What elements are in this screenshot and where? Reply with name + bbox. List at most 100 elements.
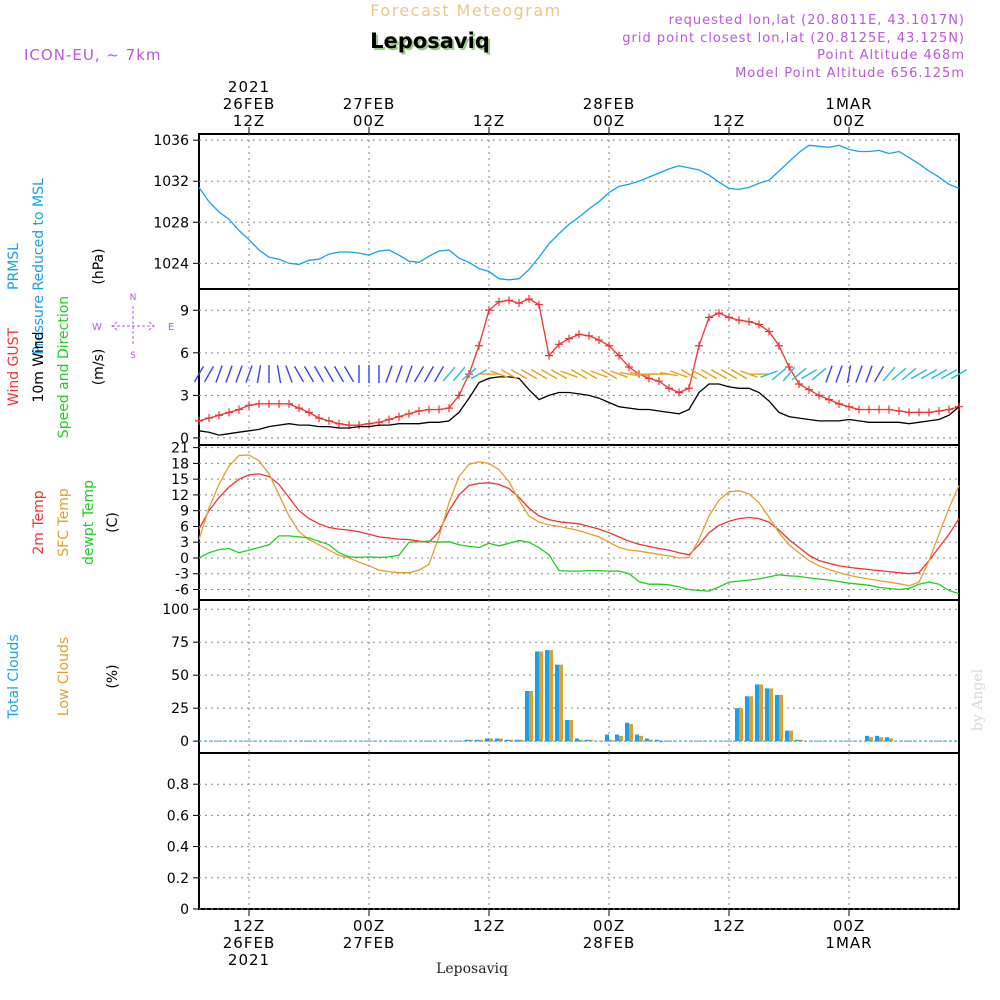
cloud-bar [559,664,563,742]
cloud-bar [495,738,499,742]
cloud-bar [755,684,759,742]
wind-direction-arrow [865,365,873,383]
gust-marker [195,416,203,425]
gust-marker [505,296,513,305]
cloud-bar [505,739,509,742]
y-tick-label: -6 [175,582,189,598]
wind-direction-arrow [771,367,787,381]
wind-direction-arrow [193,365,205,383]
gust-marker [915,408,923,417]
cloud-bar [749,696,753,742]
gust-marker [885,405,893,414]
wind-direction-arrow [470,368,488,380]
wind-direction-arrow [500,368,518,380]
wind-direction-arrow [700,368,718,380]
top-time-label: 27FEB [343,95,395,113]
compass-n-label: N [130,293,137,303]
panel-frame [198,288,960,446]
gust-marker [545,351,553,360]
cloud-bar [635,734,639,742]
panel-label: 10m Wind [31,331,47,402]
wind-direction-arrow [920,368,938,380]
cloud-bar [619,735,623,742]
cloud-bar [545,650,549,742]
cloud-bar [629,723,633,742]
bottom-time-label: 00Z [353,917,385,935]
panel-label: Speed and Direction [56,296,72,438]
gust-marker [535,300,543,309]
bottom-time-label: 12Z [473,917,505,935]
y-tick-label: 0.6 [167,808,189,824]
top-time-label: 12Z [233,112,265,130]
cloud-bar [795,739,799,742]
cloud-bar [609,739,613,742]
wind-direction-arrow [560,370,578,378]
gust-marker [745,317,753,326]
cloud-bar [735,708,739,742]
cloud-bar [745,696,749,742]
cloud-bar [585,739,589,742]
series-line [198,535,960,595]
wind-direction-arrow [323,365,335,383]
panels: 1024 1028 1032 1036 PRMSL Pressure Reduced to… [6,133,968,918]
panel-label: Low Clouds [56,637,72,716]
wind-direction-arrow [740,370,758,378]
gust-marker [415,406,423,415]
cloud-bar [875,735,879,742]
wind-direction-arrow [846,365,852,384]
gust-marker [245,401,253,410]
bottom-time-label: 1MAR [825,934,872,952]
wind-direction-arrow [395,365,403,383]
wind-direction-arrow [811,367,827,381]
wind-direction-arrow [452,366,466,382]
cloud-bar [529,691,533,742]
y-tick-label: 9 [180,303,189,319]
gust-marker [715,309,723,318]
wind-direction-arrow [405,365,413,383]
cloud-bar [525,691,529,742]
gust-marker [485,306,493,315]
wind-direction-arrow [720,368,738,380]
gust-marker [825,395,833,404]
y-tick-label: 3 [180,388,189,404]
wind-direction-arrow [256,365,262,384]
gust-marker [525,294,533,303]
gust-marker [815,391,823,400]
gust-marker [615,351,623,360]
requested-coords: requested lon,lat (20.8011E, 43.1017N) [669,13,965,28]
gust-marker [495,297,503,306]
wind-direction-arrow [550,368,568,380]
wind-direction-arrow [413,365,425,383]
panel-label: (m/s) [91,349,107,386]
wind-direction-arrow [245,365,253,383]
panel-frame [198,752,960,910]
wind-direction-arrow [891,367,907,381]
gust-marker [945,405,953,414]
gust-marker [555,340,563,349]
y-tick-label: 15 [171,472,189,488]
wind-direction-arrow [800,368,818,380]
top-time-label: 12Z [473,112,505,130]
wind-direction-arrow [490,370,508,378]
cloud-bar [479,739,483,742]
bottom-time-label: 12Z [233,917,265,935]
wind-direction-arrow [620,371,638,377]
cloud-bar [765,688,769,742]
panel-label: Pressure Reduced to MSL [31,178,47,355]
wind-direction-arrow [730,368,748,380]
y-tick-label: 25 [171,701,189,717]
gust-marker [605,341,613,350]
panel-5: 0 0.2 0.4 0.6 0.8 [167,752,960,918]
wind-direction-arrow [600,368,618,380]
gust-marker [405,409,413,418]
bottom-time-label: 00Z [593,917,625,935]
cloud-bar [645,738,649,742]
cloud-bar [519,739,523,742]
y-tick-label: 1036 [153,133,189,149]
cloud-bar [799,739,803,742]
cloud-bar [869,737,873,742]
wind-direction-arrow [570,368,588,380]
top-time-label: 1MAR [825,95,872,113]
panel-frame [198,599,960,754]
